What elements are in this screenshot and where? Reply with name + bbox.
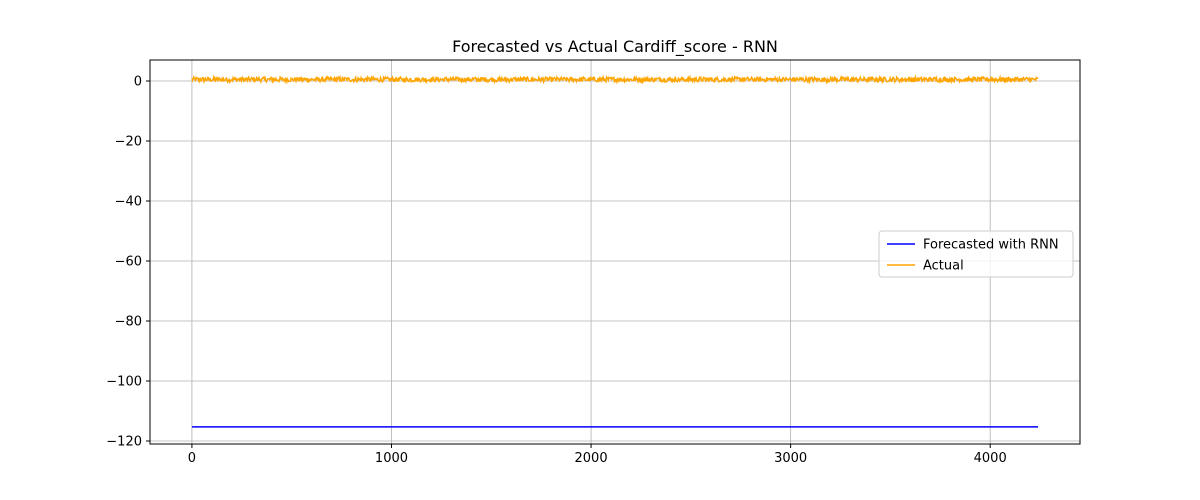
- legend-label: Forecasted with RNN: [923, 238, 1059, 253]
- y-tick-label: −80: [115, 315, 142, 330]
- y-tick-label: −120: [106, 435, 142, 450]
- legend-box: [878, 230, 1074, 278]
- plot-frame: [149, 59, 1081, 445]
- y-tick-label: 0: [134, 75, 142, 90]
- y-tick-label: −20: [115, 135, 142, 150]
- y-tick-label: −100: [106, 375, 142, 390]
- y-tick-label: −40: [115, 195, 142, 210]
- y-tick-label: −60: [115, 255, 142, 270]
- grid-lines: [150, 60, 1080, 444]
- x-tick-label: 3000: [774, 451, 807, 466]
- x-tick-label: 0: [188, 451, 196, 466]
- axes: 0 1000 2000 3000 4000 0 −20 −40 −60 −80 −100 −120: [106, 75, 1006, 467]
- legend: Forecasted with RNN Actual: [878, 230, 1074, 278]
- legend-label: Actual: [923, 259, 964, 274]
- series-line-actual: [191, 74, 1039, 85]
- x-tick-label: 1000: [375, 451, 408, 466]
- series-lines: [191, 74, 1039, 428]
- x-tick-label: 4000: [974, 451, 1007, 466]
- x-tick-label: 2000: [575, 451, 608, 466]
- chart-title: Forecasted vs Actual Cardiff_score - RNN: [452, 37, 778, 57]
